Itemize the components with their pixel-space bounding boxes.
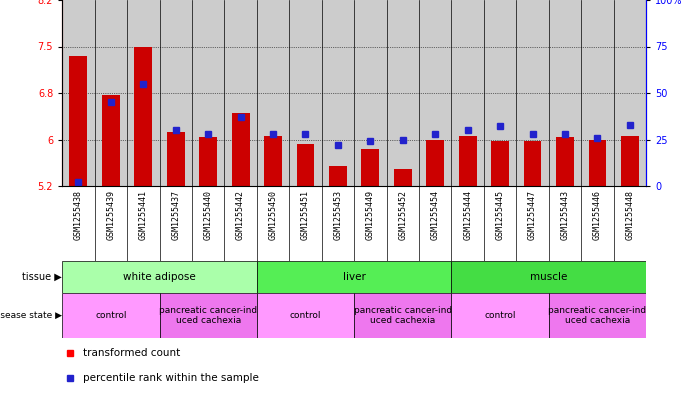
Bar	[62, 293, 160, 338]
Text: GSM1255450: GSM1255450	[269, 190, 278, 240]
Bar	[62, 261, 257, 293]
Bar	[264, 136, 282, 186]
Bar	[231, 114, 249, 186]
Bar	[621, 136, 638, 186]
Text: transformed count: transformed count	[83, 349, 180, 358]
Text: control: control	[290, 311, 321, 320]
Text: disease state ▶: disease state ▶	[0, 311, 62, 320]
Text: GSM1255451: GSM1255451	[301, 190, 310, 240]
Bar	[70, 56, 87, 186]
Text: GSM1255442: GSM1255442	[236, 190, 245, 240]
Text: percentile rank within the sample: percentile rank within the sample	[83, 373, 259, 383]
Text: liver: liver	[343, 272, 366, 282]
Bar	[451, 261, 646, 293]
Text: muscle: muscle	[530, 272, 567, 282]
Bar	[451, 293, 549, 338]
Text: control: control	[484, 311, 516, 320]
Bar	[354, 293, 451, 338]
Bar	[549, 293, 646, 338]
Bar	[257, 293, 354, 338]
Text: GSM1255443: GSM1255443	[560, 190, 569, 240]
Text: control: control	[95, 311, 126, 320]
Text: white adipose: white adipose	[123, 272, 196, 282]
Text: GSM1255446: GSM1255446	[593, 190, 602, 240]
Text: GSM1255447: GSM1255447	[528, 190, 537, 240]
Bar	[199, 137, 217, 186]
Text: GSM1255454: GSM1255454	[430, 190, 439, 240]
Bar	[394, 169, 412, 186]
Text: GSM1255448: GSM1255448	[625, 190, 634, 240]
Text: pancreatic cancer-ind
uced cachexia: pancreatic cancer-ind uced cachexia	[354, 306, 452, 325]
Text: GSM1255453: GSM1255453	[334, 190, 343, 240]
Bar	[524, 141, 542, 186]
Bar	[257, 261, 451, 293]
Text: GSM1255440: GSM1255440	[204, 190, 213, 240]
Text: GSM1255449: GSM1255449	[366, 190, 375, 240]
Bar	[160, 293, 257, 338]
Bar	[329, 165, 347, 186]
Text: pancreatic cancer-ind
uced cachexia: pancreatic cancer-ind uced cachexia	[549, 306, 647, 325]
Bar	[102, 95, 120, 186]
Text: GSM1255439: GSM1255439	[106, 190, 115, 240]
Text: GSM1255452: GSM1255452	[398, 190, 407, 240]
Text: tissue ▶: tissue ▶	[22, 272, 62, 282]
Text: GSM1255438: GSM1255438	[74, 190, 83, 240]
Bar	[459, 136, 477, 186]
Text: pancreatic cancer-ind
uced cachexia: pancreatic cancer-ind uced cachexia	[159, 306, 257, 325]
Bar	[589, 140, 606, 186]
Bar	[361, 149, 379, 186]
Text: GSM1255444: GSM1255444	[463, 190, 472, 240]
Text: GSM1255445: GSM1255445	[495, 190, 504, 240]
Bar	[556, 137, 574, 186]
Bar	[426, 140, 444, 186]
Bar	[134, 46, 152, 186]
Bar	[491, 141, 509, 186]
Bar	[167, 132, 184, 186]
Text: GSM1255437: GSM1255437	[171, 190, 180, 240]
Bar	[296, 144, 314, 186]
Text: GSM1255441: GSM1255441	[139, 190, 148, 240]
